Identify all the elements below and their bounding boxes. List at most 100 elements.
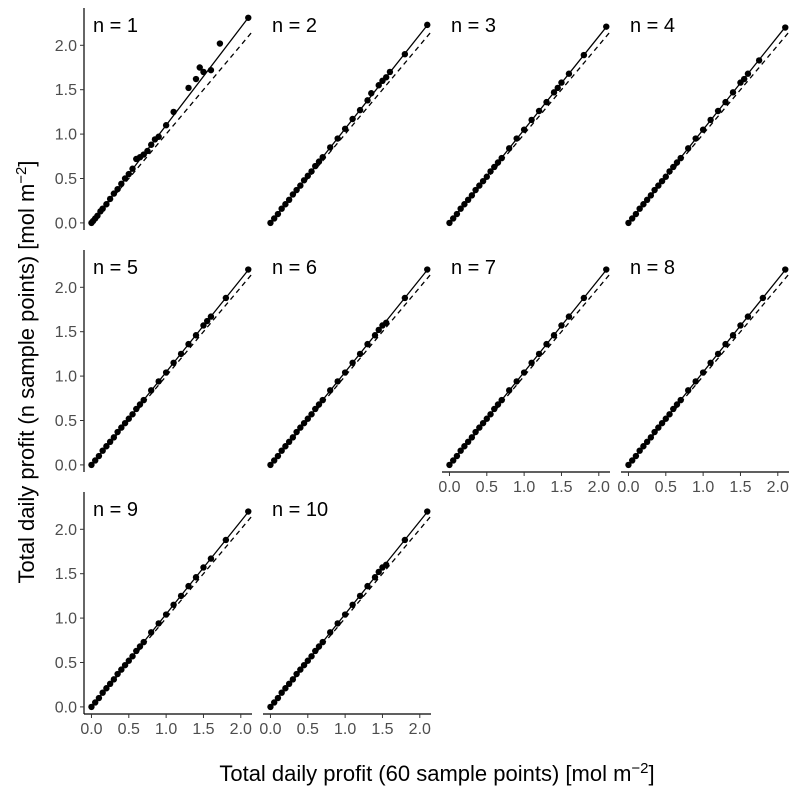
data-point: [673, 159, 681, 166]
data-point: [383, 561, 390, 569]
data-point: [658, 419, 666, 427]
reference-line: [90, 515, 253, 708]
data-point: [282, 201, 289, 208]
data-point: [185, 340, 192, 348]
data-point: [543, 98, 550, 106]
x-axis-title-exponent: −2: [631, 760, 648, 777]
y-axis-title-exponent: −2: [13, 167, 30, 184]
panel-6: n = 6: [267, 257, 432, 469]
data-point: [185, 84, 192, 92]
data-point: [95, 452, 103, 460]
data-point: [662, 173, 669, 180]
x-axis-title-close: ]: [649, 761, 655, 786]
x-tick-label: 0.5: [297, 721, 319, 738]
data-point: [177, 350, 185, 358]
panel-2: n = 2: [267, 15, 432, 227]
data-point: [297, 182, 304, 189]
data-point: [629, 457, 636, 464]
data-point: [204, 317, 211, 325]
data-point: [479, 419, 487, 427]
data-point: [472, 428, 479, 436]
data-point: [114, 670, 121, 678]
data-point: [118, 424, 125, 431]
data-point: [685, 387, 692, 394]
x-tick-label: 0.0: [80, 721, 102, 738]
data-point: [285, 680, 293, 688]
data-point: [300, 419, 308, 427]
data-point: [655, 182, 662, 189]
data-point: [349, 115, 356, 123]
data-point: [446, 461, 453, 469]
data-point: [297, 666, 304, 673]
data-point: [129, 165, 136, 172]
data-point: [424, 21, 431, 29]
y-tick-label: 0.0: [55, 457, 77, 474]
data-point: [468, 192, 476, 199]
y-tick-label: 1.0: [55, 127, 77, 144]
data-point: [364, 582, 371, 590]
data-point: [278, 447, 285, 454]
x-tick-label: 1.5: [192, 721, 214, 738]
data-point: [356, 106, 364, 114]
data-point: [658, 177, 666, 185]
x-tick-label: 1.5: [550, 479, 572, 496]
data-point: [92, 457, 99, 464]
data-point: [655, 424, 662, 431]
data-point: [207, 555, 215, 562]
panel-label: n = 6: [272, 257, 317, 279]
data-point: [666, 168, 673, 175]
data-point: [722, 98, 729, 106]
data-point: [125, 170, 132, 178]
data-point: [375, 82, 382, 89]
data-point: [319, 638, 326, 646]
data-point: [498, 396, 505, 404]
y-tick-label: 0.5: [55, 655, 77, 672]
data-point: [155, 133, 162, 140]
data-point: [267, 219, 274, 227]
data-point: [487, 168, 494, 175]
x-axis-title-text: Total daily profit (60 sample points) [m…: [219, 761, 631, 786]
data-point: [207, 66, 215, 74]
data-point: [88, 703, 95, 711]
panel-label: n = 3: [451, 15, 496, 37]
panel-4: n = 4: [625, 15, 790, 227]
y-tick-label: 1.5: [55, 324, 77, 341]
data-point: [625, 219, 632, 227]
panel-label: n = 9: [93, 499, 138, 521]
y-tick-label: 2.0: [55, 522, 77, 539]
data-point: [375, 568, 382, 576]
data-point: [487, 411, 494, 418]
data-point: [491, 405, 498, 413]
data-point: [543, 340, 550, 348]
data-point: [558, 79, 565, 86]
data-point: [643, 438, 651, 446]
data-point: [319, 396, 326, 404]
data-point: [383, 319, 390, 327]
data-point: [558, 322, 565, 329]
data-point: [200, 68, 207, 76]
data-point: [729, 332, 737, 339]
data-point: [759, 294, 767, 302]
data-point: [707, 359, 714, 366]
data-point: [278, 689, 285, 696]
data-point: [528, 359, 535, 366]
data-point: [222, 536, 230, 544]
reference-line: [627, 273, 790, 466]
panel-label: n = 10: [272, 499, 328, 521]
data-point: [196, 64, 203, 71]
data-point: [192, 332, 200, 339]
data-point: [293, 670, 300, 678]
panel-5: n = 5 0.0 0.5 1.0 1.5 2.0: [55, 250, 253, 474]
data-point: [155, 620, 162, 627]
data-point: [685, 145, 692, 152]
data-point: [110, 190, 118, 197]
data-point: [368, 90, 375, 97]
x-tick-label: 0.0: [438, 479, 460, 496]
reference-line: [448, 31, 611, 224]
data-point: [714, 107, 722, 115]
data-point: [110, 676, 118, 683]
x-tick-label: 1.0: [155, 721, 177, 738]
x-tick-label: 0.5: [476, 479, 498, 496]
data-point: [506, 387, 513, 394]
